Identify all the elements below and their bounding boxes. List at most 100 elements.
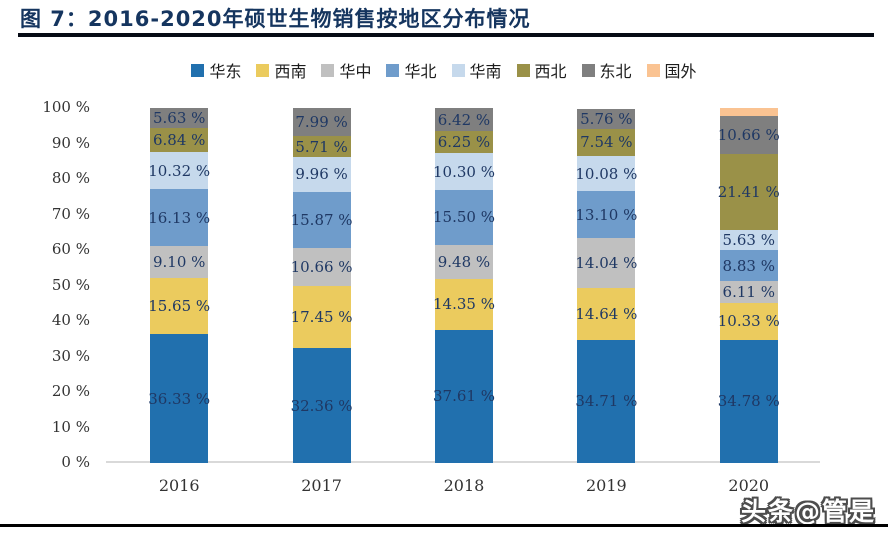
bar-segment-华东-2019: 34.71 % — [575, 339, 637, 463]
y-tick-label: 40 % — [51, 311, 90, 329]
bar-segment-东北-2019: 5.76 % — [577, 108, 636, 129]
x-axis-label-2018: 2018 — [443, 476, 485, 495]
bar-segment-西南-2016: 15.65 % — [148, 278, 211, 335]
stacked-bar-2018: 6.42 % 6.25 % 10.30 % 15.50 % 9.48 % 14.35 % 3… — [432, 108, 495, 463]
bar-plot-area: 5.63 % 6.84 % 10.32 % 16.13 % 9.10 % 15.65 % 3… — [108, 108, 820, 463]
legend-swatch-icon — [191, 63, 205, 77]
legend-swatch-icon — [321, 63, 335, 77]
segment-value-label: 9.96 % — [295, 165, 348, 184]
segment-value-label: 10.32 % — [148, 161, 211, 180]
bar-segment-西北-2018: 6.25 % — [434, 131, 493, 154]
bar-segment-华中-2020: 6.11 % — [719, 281, 778, 303]
bar-segment-华东-2016: 36.33 % — [148, 334, 211, 463]
segment-value-label: 15.87 % — [290, 211, 353, 230]
y-tick-label: 60 % — [51, 240, 90, 258]
legend-item-华东: 华东 — [191, 58, 241, 82]
segment-value-label: 14.04 % — [575, 253, 638, 272]
stacked-bar-2019: 5.76 % 7.54 % 10.08 % 13.10 % 14.04 % 14.64 %… — [575, 108, 638, 463]
segment-value-label: 15.65 % — [148, 297, 211, 316]
y-tick-label: 10 % — [51, 417, 90, 436]
bar-segment-华中-2016: 9.10 % — [150, 246, 209, 279]
bar-segment-华中-2018: 9.48 % — [434, 244, 493, 279]
segment-value-label: 14.64 % — [575, 304, 638, 323]
stacked-bar-2016: 5.63 % 6.84 % 10.32 % 16.13 % 9.10 % 15.65 % 3… — [148, 108, 211, 463]
y-tick-label: 100 % — [42, 98, 90, 116]
bar-segment-华南-2016: 10.32 % — [148, 152, 211, 189]
segment-value-label: 14.35 % — [432, 295, 495, 314]
legend-label: 华南 — [469, 62, 502, 81]
chart-title: 图 7：2016-2020年硕世生物销售按地区分布情况 — [20, 7, 531, 31]
bar-segment-华南-2017: 9.96 % — [292, 156, 351, 193]
y-tick-label: 80 % — [51, 169, 90, 187]
chart-legend: 华东 西南 华中 华北 华南 西北 东北 国外 — [0, 58, 888, 82]
segment-value-label: 10.66 % — [717, 125, 780, 144]
segment-value-label: 7.99 % — [295, 113, 348, 132]
bar-segment-华北-2018: 15.50 % — [432, 189, 495, 245]
legend-label: 华北 — [404, 62, 437, 81]
x-axis-label-2019: 2019 — [586, 476, 627, 495]
segment-value-label: 6.25 % — [437, 133, 491, 152]
legend-item-华中: 华中 — [321, 58, 371, 82]
bar-segment-华东-2020: 34.78 % — [718, 339, 780, 463]
bar-segment-西南-2018: 14.35 % — [432, 278, 495, 330]
legend-swatch-icon — [581, 63, 595, 77]
bar-segment-华中-2019: 14.04 % — [575, 237, 638, 288]
bar-segment-东北-2018: 6.42 % — [434, 108, 493, 132]
segment-value-label: 9.48 % — [437, 252, 491, 271]
toutiao-watermark: 头条@管是 — [740, 497, 876, 526]
segment-value-label: 36.33 % — [148, 389, 211, 408]
legend-swatch-icon — [646, 63, 660, 77]
segment-value-label: 6.42 % — [437, 110, 491, 129]
legend-swatch-icon — [451, 63, 465, 77]
bar-segment-西北-2016: 6.84 % — [150, 128, 209, 153]
bottom-divider — [0, 524, 888, 527]
legend-item-华北: 华北 — [386, 58, 437, 82]
bar-segment-东北-2020: 10.66 % — [717, 116, 780, 154]
segment-value-label: 10.66 % — [290, 258, 353, 277]
legend-label: 西北 — [534, 62, 567, 81]
bar-segment-西北-2020: 21.41 % — [717, 153, 780, 230]
legend-label: 西南 — [274, 62, 307, 81]
bar-segment-东北-2017: 7.99 % — [292, 108, 351, 137]
segment-value-label: 21.41 % — [717, 182, 780, 201]
segment-value-label: 7.54 % — [580, 133, 633, 152]
segment-value-label: 10.33 % — [717, 312, 780, 331]
legend-item-西北: 西北 — [516, 58, 567, 82]
segment-value-label: 5.63 % — [152, 109, 206, 128]
y-tick-label: 30 % — [51, 346, 90, 365]
bar-segment-西南-2019: 14.64 % — [575, 287, 638, 340]
segment-value-label: 15.50 % — [432, 208, 495, 227]
segment-value-label: 17.45 % — [290, 308, 353, 327]
legend-label: 东北 — [599, 62, 632, 81]
bar-segment-华北-2020: 8.83 % — [719, 249, 778, 282]
legend-label: 华东 — [209, 62, 242, 81]
legend-swatch-icon — [386, 63, 400, 77]
y-tick-label: 90 % — [51, 133, 90, 152]
x-axis-label-2020: 2020 — [728, 476, 770, 495]
x-axis-labels: 2016 2017 2018 2019 2020 — [108, 476, 820, 495]
bar-segment-国外-2020 — [719, 108, 778, 117]
segment-value-label: 32.36 % — [290, 396, 353, 415]
legend-item-西南: 西南 — [256, 58, 306, 82]
segment-value-label: 37.61 % — [432, 387, 495, 406]
segment-value-label: 13.10 % — [575, 205, 638, 224]
bar-segment-华北-2016: 16.13 % — [148, 188, 210, 247]
bar-segment-华东-2017: 32.36 % — [290, 348, 353, 463]
title-divider — [18, 33, 874, 37]
bar-segment-华北-2017: 15.87 % — [290, 192, 353, 249]
y-tick-label: 70 % — [51, 204, 90, 223]
bar-segment-华东-2018: 37.61 % — [432, 329, 495, 463]
legend-item-国外: 国外 — [646, 58, 697, 82]
bar-segment-西南-2020: 10.33 % — [717, 302, 780, 340]
legend-label: 国外 — [664, 62, 697, 81]
bar-segment-西南-2017: 17.45 % — [290, 286, 353, 349]
bar-segment-华南-2019: 10.08 % — [575, 155, 637, 192]
bar-segment-华北-2019: 13.10 % — [575, 191, 638, 238]
bar-segment-西北-2019: 7.54 % — [577, 128, 636, 156]
segment-value-label: 10.30 % — [432, 162, 495, 181]
segment-value-label: 5.71 % — [295, 137, 348, 156]
x-axis-label-2017: 2017 — [301, 476, 342, 495]
bar-segment-华中-2017: 10.66 % — [290, 248, 353, 287]
segment-value-label: 6.84 % — [152, 131, 206, 150]
